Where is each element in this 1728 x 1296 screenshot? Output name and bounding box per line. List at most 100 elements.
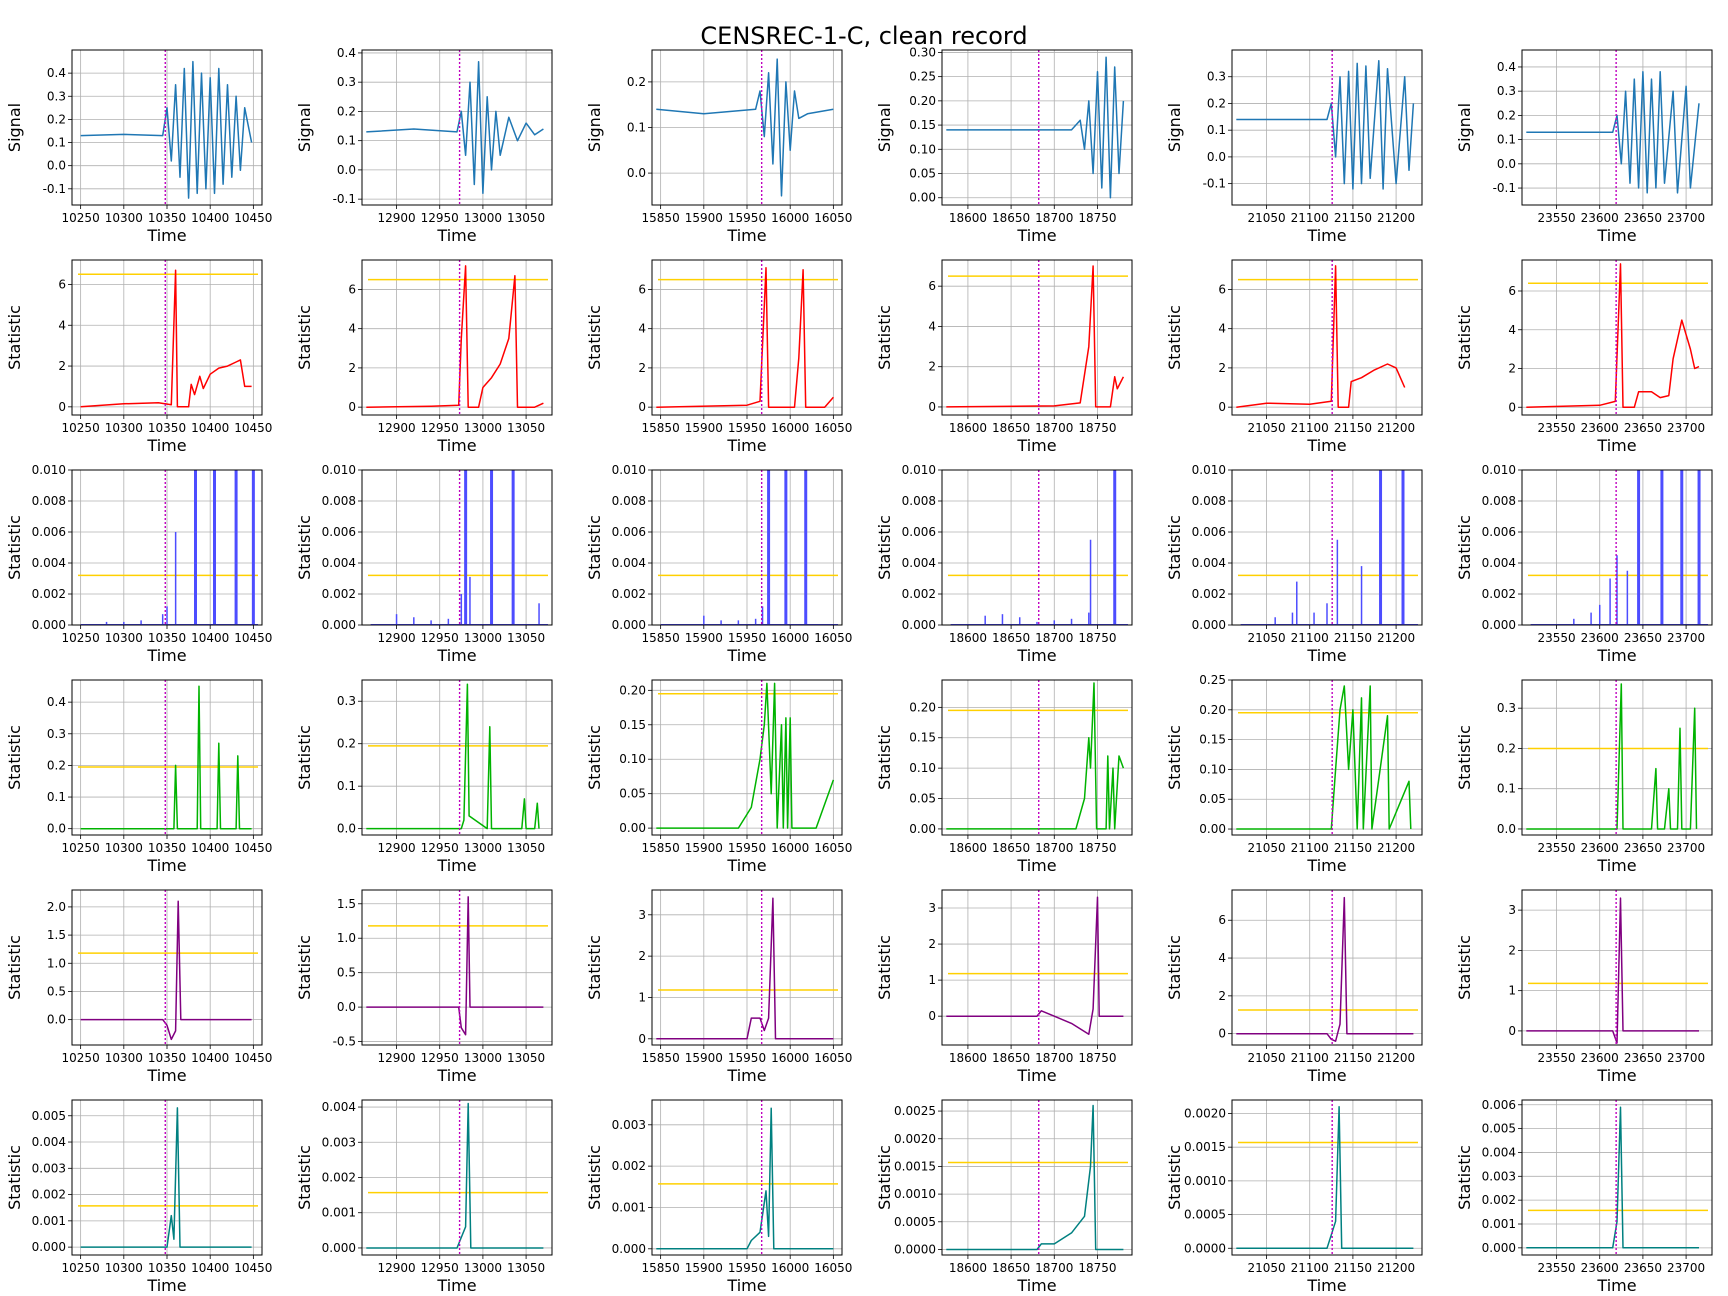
y-tick-label: 0.010 — [1482, 463, 1516, 477]
x-tick-label: 10300 — [105, 841, 143, 855]
axes-frame — [361, 889, 553, 1046]
x-tick-label: 18600 — [949, 631, 987, 645]
y-tick-label: 6 — [638, 282, 646, 296]
x-tick-label: 13000 — [464, 841, 502, 855]
x-tick-label: 23600 — [1581, 1051, 1619, 1065]
y-tick-label: 0 — [928, 400, 936, 414]
y-tick-label: 0.010 — [612, 463, 646, 477]
y-tick-label: 0.10 — [909, 761, 936, 775]
x-tick-label: 18600 — [949, 1051, 987, 1065]
x-tick-label: 21100 — [1291, 631, 1329, 645]
axes-frame — [941, 49, 1133, 206]
y-tick-label: 0 — [58, 400, 66, 414]
series-line — [366, 683, 540, 830]
axes-frame — [1231, 49, 1423, 206]
series-line — [366, 265, 544, 408]
series-line — [656, 267, 834, 408]
subplot-r2-c5: 21050 21100 21150 21200 0 2 4 6 Time Statistic — [1165, 259, 1423, 455]
plot-area — [366, 50, 544, 205]
x-axis-label: Time — [726, 646, 766, 665]
axes-frame — [1521, 49, 1713, 206]
plot-area — [1526, 1100, 1708, 1255]
y-tick-label: 2 — [348, 361, 356, 375]
x-axis-label: Time — [1596, 856, 1636, 875]
axes-frame — [941, 1099, 1133, 1256]
x-tick-label: 10350 — [148, 1261, 186, 1275]
plot-area — [1236, 260, 1418, 415]
y-tick-label: 0.001 — [612, 1200, 646, 1214]
y-tick-label: 0 — [1508, 400, 1516, 414]
x-tick-label: 21150 — [1334, 631, 1372, 645]
y-tick-label: 0.000 — [612, 618, 646, 632]
y-tick-label: 0.002 — [612, 587, 646, 601]
x-axis-label: Time — [146, 1066, 186, 1085]
x-axis-label: Time — [1016, 1276, 1056, 1295]
subplot-r3-c5: 21050 21100 21150 21200 0.000 0.002 0.004 0.006… — [1165, 463, 1423, 665]
y-tick-label: 0.010 — [902, 463, 936, 477]
y-tick-label: 4 — [58, 318, 66, 332]
y-tick-label: 0.002 — [32, 1188, 66, 1202]
subplot-r2-c3: 15850 15900 15950 16000 16050 0 2 4 6 Time Statist… — [585, 259, 852, 455]
y-tick-label: 0.00 — [909, 822, 936, 836]
plot-area — [946, 50, 1125, 205]
x-axis-label: Time — [436, 1066, 476, 1085]
x-tick-label: 18650 — [992, 1051, 1030, 1065]
y-tick-label: 0.000 — [322, 618, 356, 632]
y-axis-label: Signal — [585, 103, 604, 152]
y-axis-label: Statistic — [875, 305, 894, 370]
plot-area — [946, 890, 1128, 1045]
x-axis-label: Time — [1596, 226, 1636, 245]
y-tick-label: 2 — [928, 937, 936, 951]
y-tick-label: 0.2 — [47, 758, 66, 772]
x-tick-label: 18650 — [992, 421, 1030, 435]
x-tick-label: 13050 — [507, 421, 545, 435]
y-tick-label: 0.2 — [337, 737, 356, 751]
y-axis-label: Statistic — [1455, 935, 1474, 1000]
y-axis-label: Statistic — [295, 725, 314, 790]
axes-frame — [71, 1099, 263, 1256]
series-line — [946, 896, 1124, 1035]
x-tick-label: 18700 — [1035, 1051, 1073, 1065]
y-tick-label: 0.3 — [47, 727, 66, 741]
y-tick-label: 1 — [928, 973, 936, 987]
series-line — [946, 682, 1125, 830]
y-axis-label: Signal — [1165, 103, 1184, 152]
x-tick-label: 10450 — [234, 841, 272, 855]
axes-frame — [941, 259, 1133, 416]
y-tick-label: 0.20 — [619, 683, 646, 697]
y-tick-label: 0.4 — [47, 66, 66, 80]
y-axis-label: Statistic — [295, 515, 314, 580]
x-tick-label: 16000 — [771, 1051, 809, 1065]
y-tick-label: 0.001 — [322, 1206, 356, 1220]
y-tick-label: 0.0005 — [1184, 1208, 1226, 1222]
plot-area — [656, 1100, 838, 1255]
x-tick-label: 23700 — [1667, 631, 1705, 645]
x-tick-label: 23650 — [1624, 631, 1662, 645]
y-tick-label: 0.0015 — [1184, 1140, 1226, 1154]
y-tick-label: 0.3 — [1497, 84, 1516, 98]
y-tick-label: 0.006 — [902, 525, 936, 539]
y-axis-label: Signal — [1455, 103, 1474, 152]
subplot-r4-c3: 15850 15900 15950 16000 16050 0.00 0.05 0.10 0.1… — [585, 679, 852, 875]
subplot-r4-c5: 21050 21100 21150 21200 0.00 0.05 0.10 0.15 0.20… — [1165, 673, 1423, 875]
series-line — [656, 897, 834, 1040]
y-tick-label: 0.000 — [902, 618, 936, 632]
subplot-grid: 10250 10300 10350 10400 10450-0.10.00.10.20.… — [5, 45, 1713, 1295]
y-tick-label: 0 — [348, 400, 356, 414]
x-tick-label: 15950 — [728, 211, 766, 225]
y-tick-label: 0.4 — [1497, 60, 1516, 74]
y-tick-label: 0.0 — [1497, 157, 1516, 171]
subplot-r6-c6: 23550 23600 23650 23700 0.000 0.001 0.002 0.003… — [1455, 1098, 1713, 1295]
series-line — [80, 900, 252, 1041]
y-tick-label: 2 — [638, 949, 646, 963]
plot-area — [80, 50, 253, 205]
x-tick-label: 23600 — [1581, 211, 1619, 225]
x-axis-label: Time — [146, 226, 186, 245]
x-tick-label: 21050 — [1247, 421, 1285, 435]
subplot-r4-c1: 10250 10300 10350 10400 10450 0.0 0.1 0.2 0.3 0.4… — [5, 679, 272, 875]
x-axis-label: Time — [1596, 1276, 1636, 1295]
y-tick-label: 0.2 — [337, 104, 356, 118]
plot-area — [1528, 470, 1708, 625]
y-tick-label: 0.006 — [322, 525, 356, 539]
y-axis-label: Statistic — [295, 935, 314, 1000]
